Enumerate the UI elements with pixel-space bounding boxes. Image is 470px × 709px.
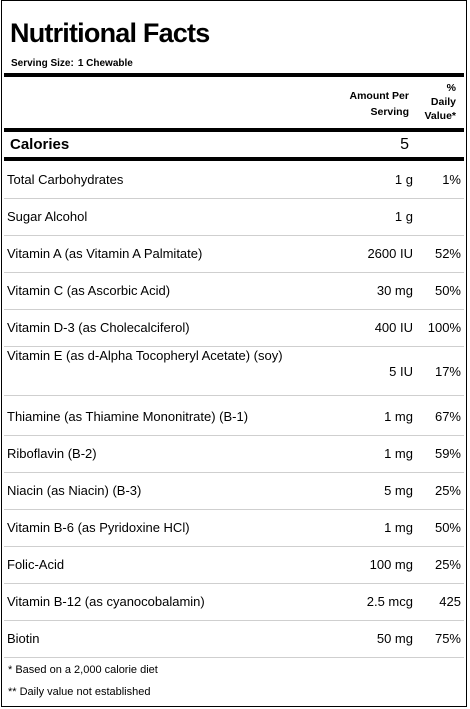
serving-size-value: 1 Chewable (77, 58, 133, 69)
divider (4, 128, 464, 132)
nutrient-amount: 2.5 mcg (366, 593, 413, 609)
footnote-daily-value: ** Daily value not established (8, 686, 151, 698)
row-divider (4, 583, 464, 584)
daily-value-header: % Daily Value* (424, 82, 456, 122)
nutrient-daily-value: 100% (427, 319, 461, 335)
row-divider (4, 235, 464, 236)
nutrient-name: Vitamin C (as Ascorbic Acid) (7, 282, 171, 298)
table-row: Folic-Acid 100 mg 25% (2, 548, 468, 581)
nutrient-name: Total Carbohydrates (7, 171, 124, 187)
table-row: Niacin (as Niacin) (B-3) 5 mg 25% (2, 474, 468, 507)
nutrient-name: Thiamine (as Thiamine Mononitrate) (B-1) (7, 408, 249, 424)
row-divider (4, 509, 464, 510)
nutrient-amount: 2600 IU (367, 245, 413, 261)
row-divider (4, 395, 464, 396)
nutrient-amount: 1 mg (384, 519, 413, 535)
nutrient-amount: 1 mg (384, 445, 413, 461)
nutrient-daily-value: 67% (434, 408, 461, 424)
nutrient-daily-value: 25% (434, 482, 461, 498)
nutrient-daily-value: 17% (434, 364, 461, 379)
nutrient-amount: 100 mg (369, 556, 413, 572)
table-row: Vitamin A (as Vitamin A Palmitate) 2600 I… (2, 237, 468, 270)
row-divider (4, 309, 464, 310)
row-divider (4, 435, 464, 436)
divider (4, 157, 464, 161)
footnote-calorie-diet: * Based on a 2,000 calorie diet (8, 664, 158, 676)
table-row: Vitamin B-6 (as Pyridoxine HCl) 1 mg 50% (2, 511, 468, 544)
nutrient-amount: 5 mg (384, 482, 413, 498)
table-row: Riboflavin (B-2) 1 mg 59% (2, 437, 468, 470)
row-divider (4, 346, 464, 347)
nutrient-daily-value: 50% (434, 282, 461, 298)
nutrient-name: Vitamin E (as d-Alpha Tocopheryl Acetate… (7, 348, 283, 363)
nutrient-name: Riboflavin (B-2) (7, 445, 97, 461)
nutrient-amount: 30 mg (376, 282, 413, 298)
row-divider (4, 198, 464, 199)
row-divider (4, 472, 464, 473)
nutrient-name: Vitamin D-3 (as Cholecalciferol) (7, 319, 190, 335)
nutrient-name: Folic-Acid (7, 556, 65, 572)
row-divider (4, 620, 464, 621)
table-row: Vitamin C (as Ascorbic Acid) 30 mg 50% (2, 274, 468, 307)
amount-per-serving-header: Amount Per Serving (349, 90, 409, 118)
table-row: Sugar Alcohol 1 g (2, 200, 468, 233)
divider (4, 73, 464, 77)
nutrient-daily-value: 75% (434, 630, 461, 646)
nutrient-name: Biotin (7, 630, 40, 646)
serving-size-label: Serving Size: (11, 58, 74, 69)
nutrient-amount: 400 IU (374, 319, 413, 335)
panel-title: Nutritional Facts (10, 18, 210, 48)
nutrient-daily-value: 50% (434, 519, 461, 535)
nutrient-daily-value: 1% (442, 171, 461, 187)
nutrient-amount: 5 IU (389, 364, 413, 379)
table-row: Total Carbohydrates 1 g 1% (2, 163, 468, 196)
nutrient-daily-value: 25% (434, 556, 461, 572)
nutrient-name: Vitamin A (as Vitamin A Palmitate) (7, 245, 203, 261)
nutrient-daily-value: 59% (434, 445, 461, 461)
nutrient-daily-value: 52% (434, 245, 461, 261)
row-divider (4, 546, 464, 547)
nutrient-amount: 1 g (394, 171, 413, 187)
table-row: Vitamin B-12 (as cyanocobalamin) 2.5 mcg 4… (2, 585, 468, 618)
calories-label: Calories (10, 136, 70, 153)
nutrient-name: Vitamin B-6 (as Pyridoxine HCl) (7, 519, 190, 535)
table-row: Biotin 50 mg 75% (2, 622, 468, 655)
table-row: Thiamine (as Thiamine Mononitrate) (B-1)… (2, 400, 468, 433)
nutrient-name: Vitamin B-12 (as cyanocobalamin) (7, 593, 205, 609)
nutrient-amount: 1 g (394, 208, 413, 224)
row-divider (4, 272, 464, 273)
serving-size: Serving Size: 1 Chewable (11, 58, 133, 69)
table-row: Vitamin E (as d-Alpha Tocopheryl Acetate… (2, 348, 468, 396)
nutrient-amount: 50 mg (376, 630, 413, 646)
nutrient-name: Sugar Alcohol (7, 208, 88, 224)
nutrient-name: Niacin (as Niacin) (B-3) (7, 482, 142, 498)
table-row: Vitamin D-3 (as Cholecalciferol) 400 IU 10… (2, 311, 468, 344)
row-divider (4, 657, 464, 658)
calories-value: 5 (400, 136, 409, 153)
nutrient-amount: 1 mg (384, 408, 413, 424)
nutrient-daily-value: 425 (439, 593, 461, 609)
